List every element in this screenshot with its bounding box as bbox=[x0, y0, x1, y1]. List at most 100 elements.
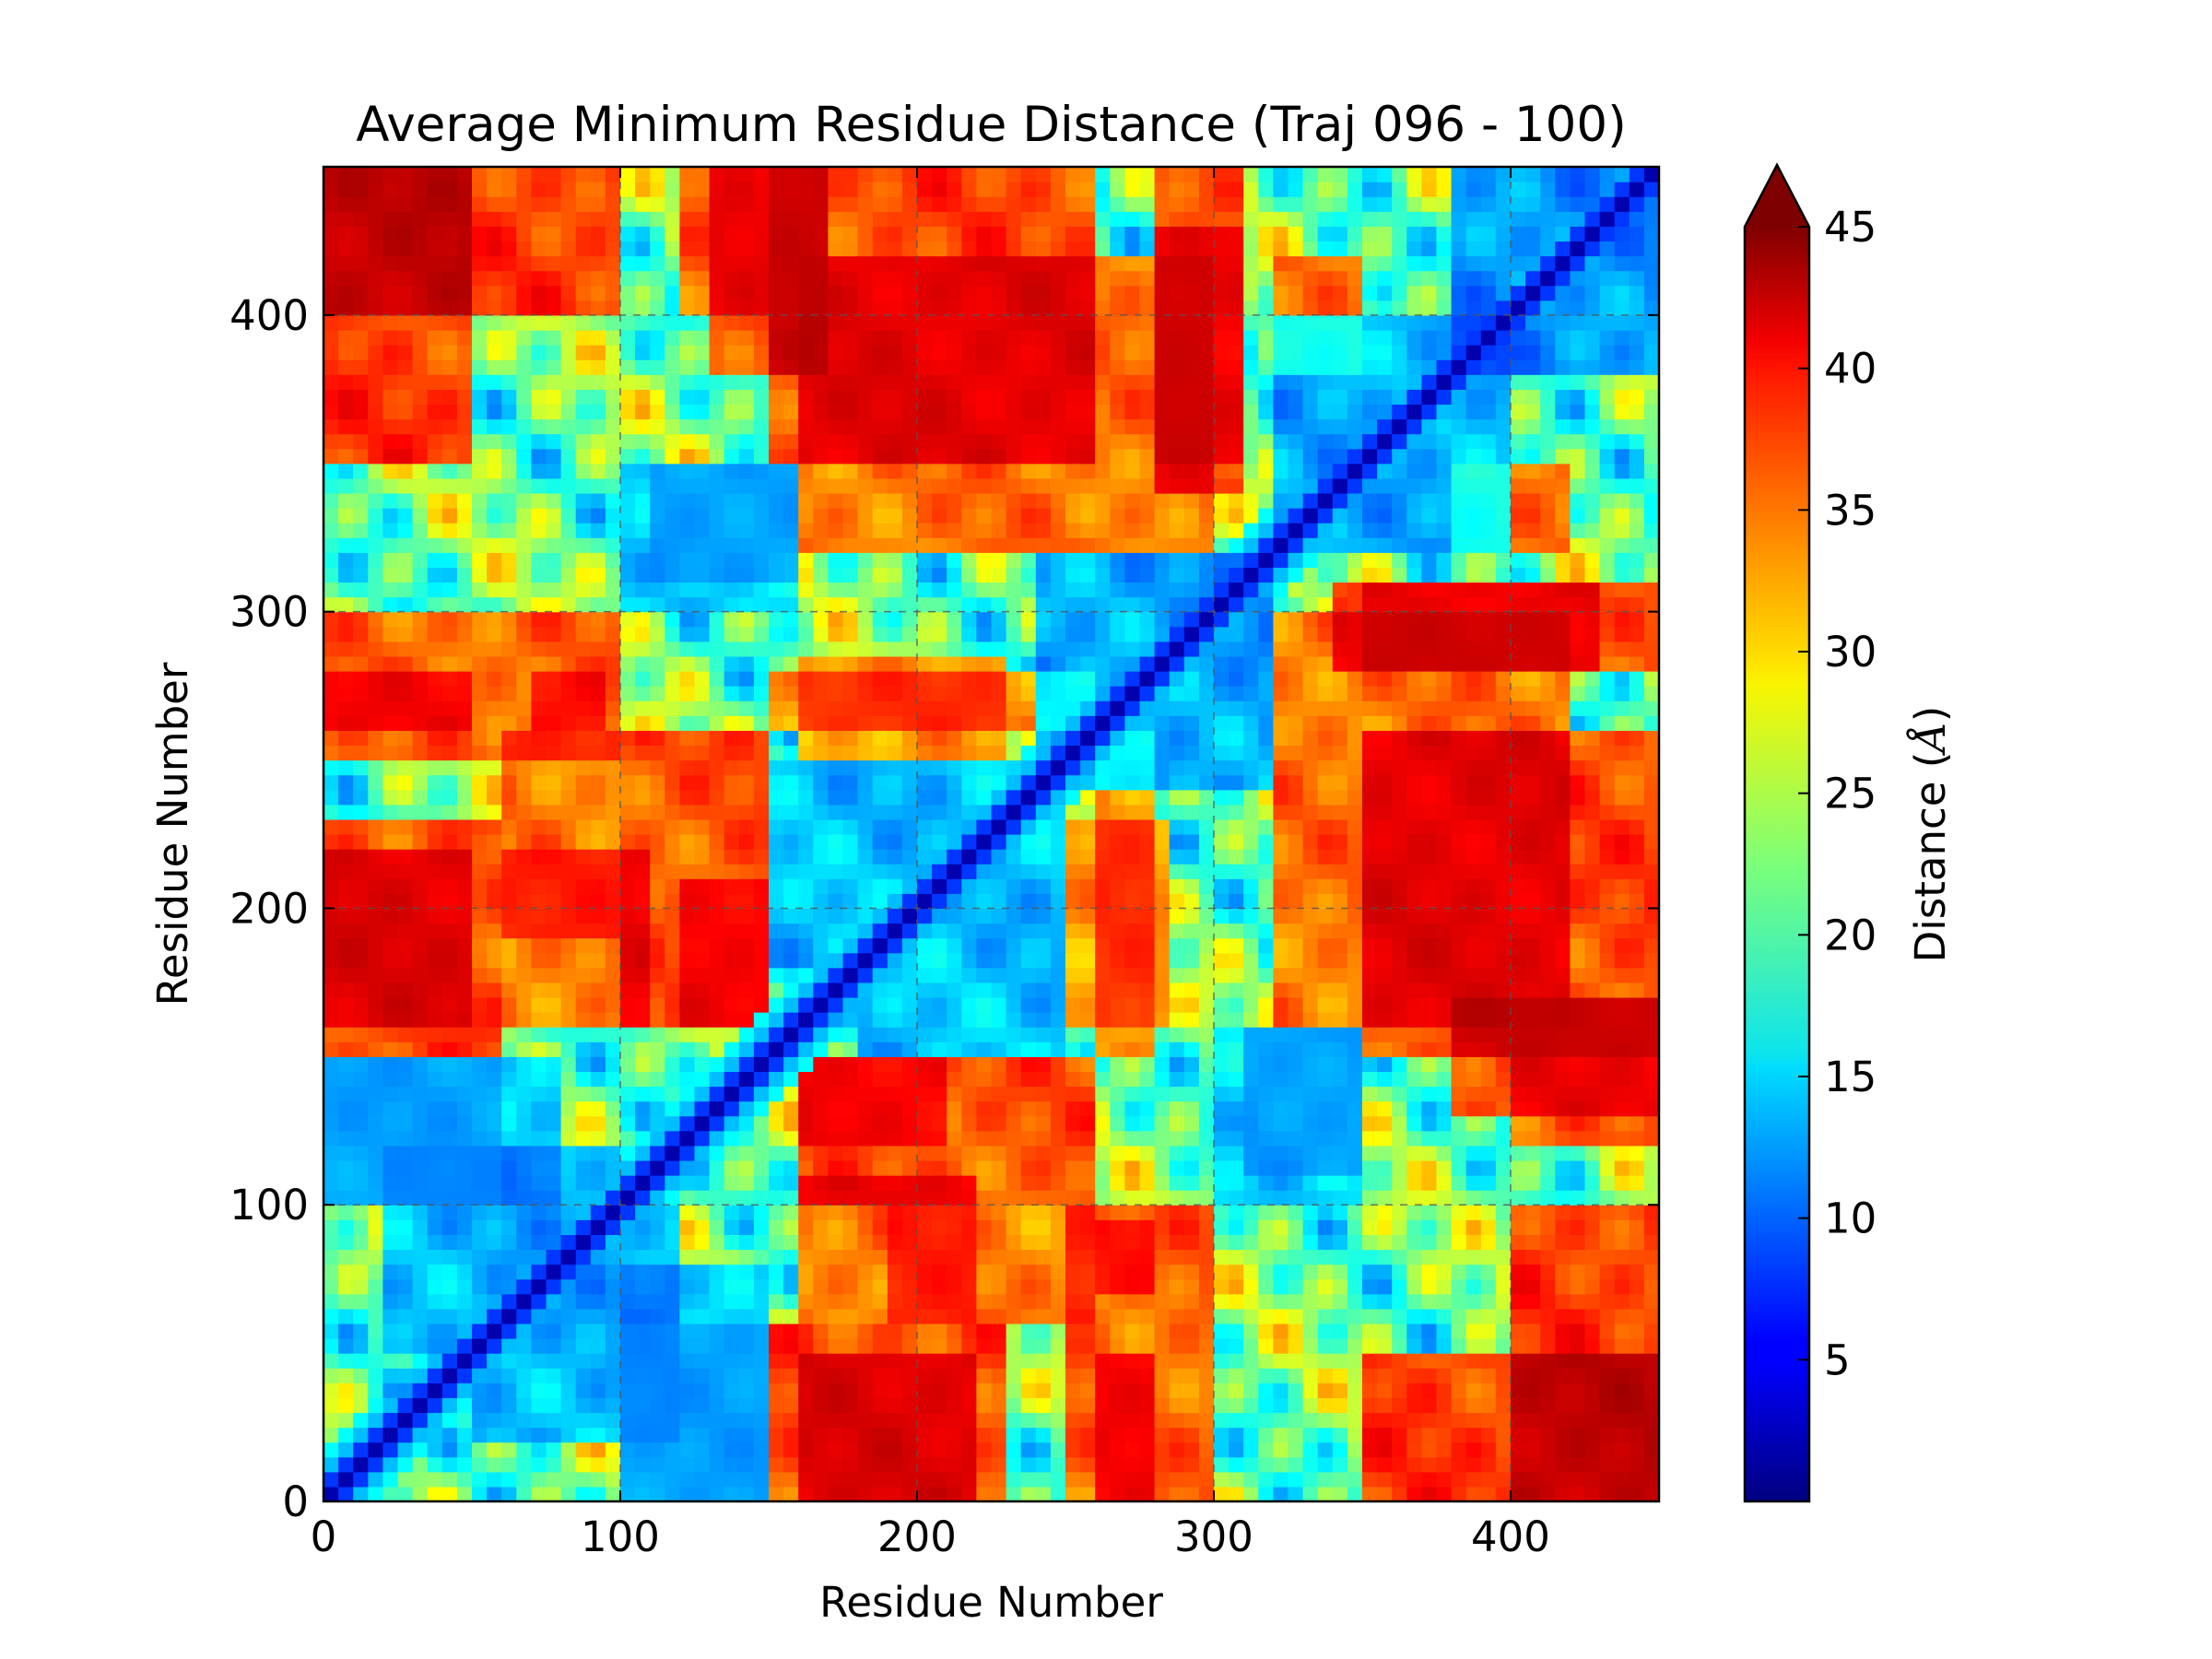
heat-cell bbox=[1110, 211, 1125, 227]
heat-cell bbox=[605, 1293, 621, 1310]
heat-cell bbox=[575, 818, 592, 835]
heat-cell bbox=[427, 1427, 443, 1443]
heat-cell bbox=[412, 1353, 429, 1369]
heat-cell bbox=[783, 182, 799, 197]
heat-cell bbox=[338, 893, 354, 910]
heat-cell bbox=[427, 626, 443, 642]
heat-cell bbox=[798, 389, 814, 406]
heat-cell bbox=[1110, 789, 1125, 806]
heat-cell bbox=[842, 359, 859, 375]
heat-cell bbox=[887, 655, 903, 672]
heat-cell bbox=[456, 996, 473, 1013]
heat-cell bbox=[1080, 596, 1096, 613]
heat-cell bbox=[1080, 582, 1096, 598]
heat-cell bbox=[872, 611, 888, 628]
heat-cell bbox=[472, 537, 488, 553]
heat-cell bbox=[1035, 433, 1052, 450]
heat-cell bbox=[368, 1130, 383, 1147]
heat-cell bbox=[828, 923, 844, 939]
heat-cell bbox=[456, 700, 473, 716]
heat-cell bbox=[901, 1056, 918, 1073]
heat-cell bbox=[738, 789, 755, 806]
heat-cell bbox=[324, 1264, 339, 1280]
heat-cell bbox=[338, 1205, 354, 1220]
heat-cell bbox=[887, 952, 903, 969]
heat-cell bbox=[427, 923, 443, 939]
heat-cell bbox=[546, 255, 562, 272]
heat-cell bbox=[516, 1456, 532, 1473]
heat-cell bbox=[1006, 1323, 1022, 1339]
heat-cell bbox=[842, 1159, 859, 1176]
heat-cell bbox=[842, 1056, 859, 1073]
heat-cell bbox=[976, 404, 993, 420]
heat-cell bbox=[546, 463, 562, 479]
heat-cell bbox=[813, 1056, 829, 1073]
heat-cell bbox=[961, 655, 977, 672]
heat-cell bbox=[947, 1190, 962, 1206]
heat-cell bbox=[1035, 745, 1052, 761]
heat-cell bbox=[842, 389, 859, 406]
heat-cell bbox=[650, 923, 665, 939]
heat-cell bbox=[947, 745, 962, 761]
heat-cell bbox=[324, 1308, 339, 1324]
heat-cell bbox=[441, 404, 458, 420]
heat-cell bbox=[1110, 1205, 1125, 1220]
heat-cell bbox=[665, 982, 680, 998]
heat-cell bbox=[501, 270, 517, 287]
heat-cell bbox=[828, 463, 844, 479]
heat-cell bbox=[412, 1159, 429, 1176]
heat-cell bbox=[769, 1219, 784, 1235]
heat-cell bbox=[1080, 359, 1096, 375]
heat-cell bbox=[709, 1234, 725, 1251]
heat-cell bbox=[798, 626, 814, 642]
heat-cell bbox=[441, 730, 458, 747]
heat-cell bbox=[709, 849, 725, 865]
heat-cell bbox=[753, 329, 770, 346]
heat-cell bbox=[546, 1100, 562, 1117]
heat-cell bbox=[441, 329, 458, 346]
heat-cell bbox=[872, 1159, 888, 1176]
heat-cell bbox=[456, 1323, 473, 1339]
heat-cell bbox=[694, 359, 711, 375]
heat-cell bbox=[679, 1249, 696, 1265]
heat-cell bbox=[397, 1368, 414, 1383]
heat-cell bbox=[441, 270, 458, 287]
heat-cell bbox=[1110, 567, 1125, 583]
heat-cell bbox=[961, 759, 977, 776]
heat-cell bbox=[991, 1175, 1007, 1191]
heat-cell bbox=[1020, 1041, 1037, 1057]
heat-cell bbox=[665, 418, 680, 435]
heat-cell bbox=[501, 211, 517, 227]
heat-cell bbox=[635, 1249, 651, 1265]
heat-cell bbox=[769, 300, 784, 316]
heat-cell bbox=[872, 167, 888, 182]
heat-cell bbox=[472, 433, 488, 450]
heat-cell bbox=[709, 804, 725, 820]
heat-cell bbox=[828, 345, 844, 360]
heat-cell bbox=[887, 492, 903, 509]
heat-cell bbox=[798, 329, 814, 346]
heat-cell bbox=[620, 463, 636, 479]
heat-cell bbox=[605, 1100, 621, 1117]
heat-cell bbox=[857, 789, 874, 806]
heat-cell bbox=[487, 715, 502, 731]
heat-cell bbox=[901, 1323, 918, 1339]
heat-cell bbox=[338, 1456, 354, 1473]
heat-cell bbox=[976, 1471, 993, 1488]
heat-cell bbox=[976, 433, 993, 450]
heat-cell bbox=[932, 804, 947, 820]
heat-cell bbox=[991, 849, 1007, 865]
heat-cell bbox=[1095, 1264, 1111, 1280]
heat-cell bbox=[620, 655, 636, 672]
heat-cell bbox=[901, 567, 918, 583]
heat-cell bbox=[382, 1456, 399, 1473]
heat-cell bbox=[1035, 211, 1052, 227]
heat-cell bbox=[441, 523, 458, 538]
heat-cell bbox=[738, 715, 755, 731]
heat-cell bbox=[783, 345, 799, 360]
heat-cell bbox=[991, 1041, 1007, 1057]
heat-cell bbox=[947, 789, 962, 806]
heat-cell bbox=[798, 671, 814, 687]
heat-cell bbox=[769, 893, 784, 910]
heat-cell bbox=[1035, 1338, 1052, 1354]
